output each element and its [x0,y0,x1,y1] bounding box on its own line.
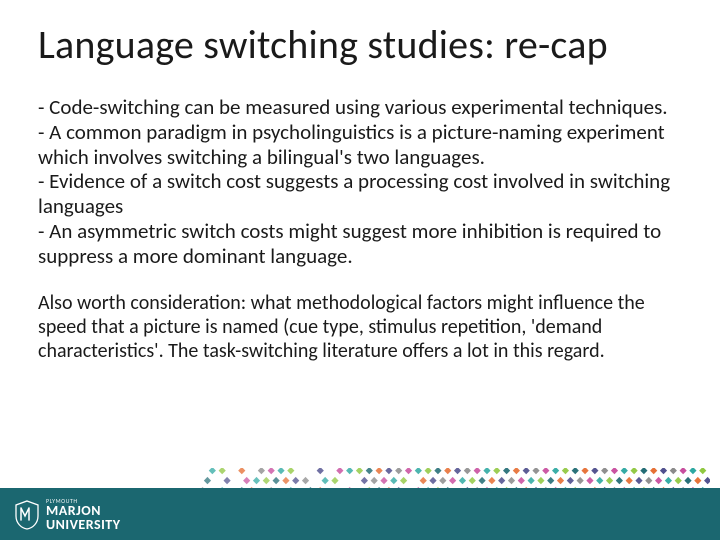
slide-title: Language switching studies: re-cap [38,20,690,69]
bullet-point: - A common paradigm in psycholinguistics… [38,120,680,170]
also-paragraph: Also worth consideration: what methodolo… [38,292,680,363]
shield-icon [14,500,40,530]
slide: Language switching studies: re-cap - Cod… [0,0,720,540]
slide-body: - Code-switching can be measured using v… [38,95,680,363]
logo-small-text: PLYMOUTH [46,498,121,504]
logo: PLYMOUTH MARJON UNIVERSITY [14,498,121,532]
bullet-point: - Evidence of a switch cost suggests a p… [38,169,680,219]
bullet-point: - An asymmetric switch costs might sugge… [38,219,680,269]
logo-big-text-2: UNIVERSITY [46,518,121,532]
logo-text: PLYMOUTH MARJON UNIVERSITY [46,498,121,532]
bullet-point: - Code-switching can be measured using v… [38,95,680,120]
